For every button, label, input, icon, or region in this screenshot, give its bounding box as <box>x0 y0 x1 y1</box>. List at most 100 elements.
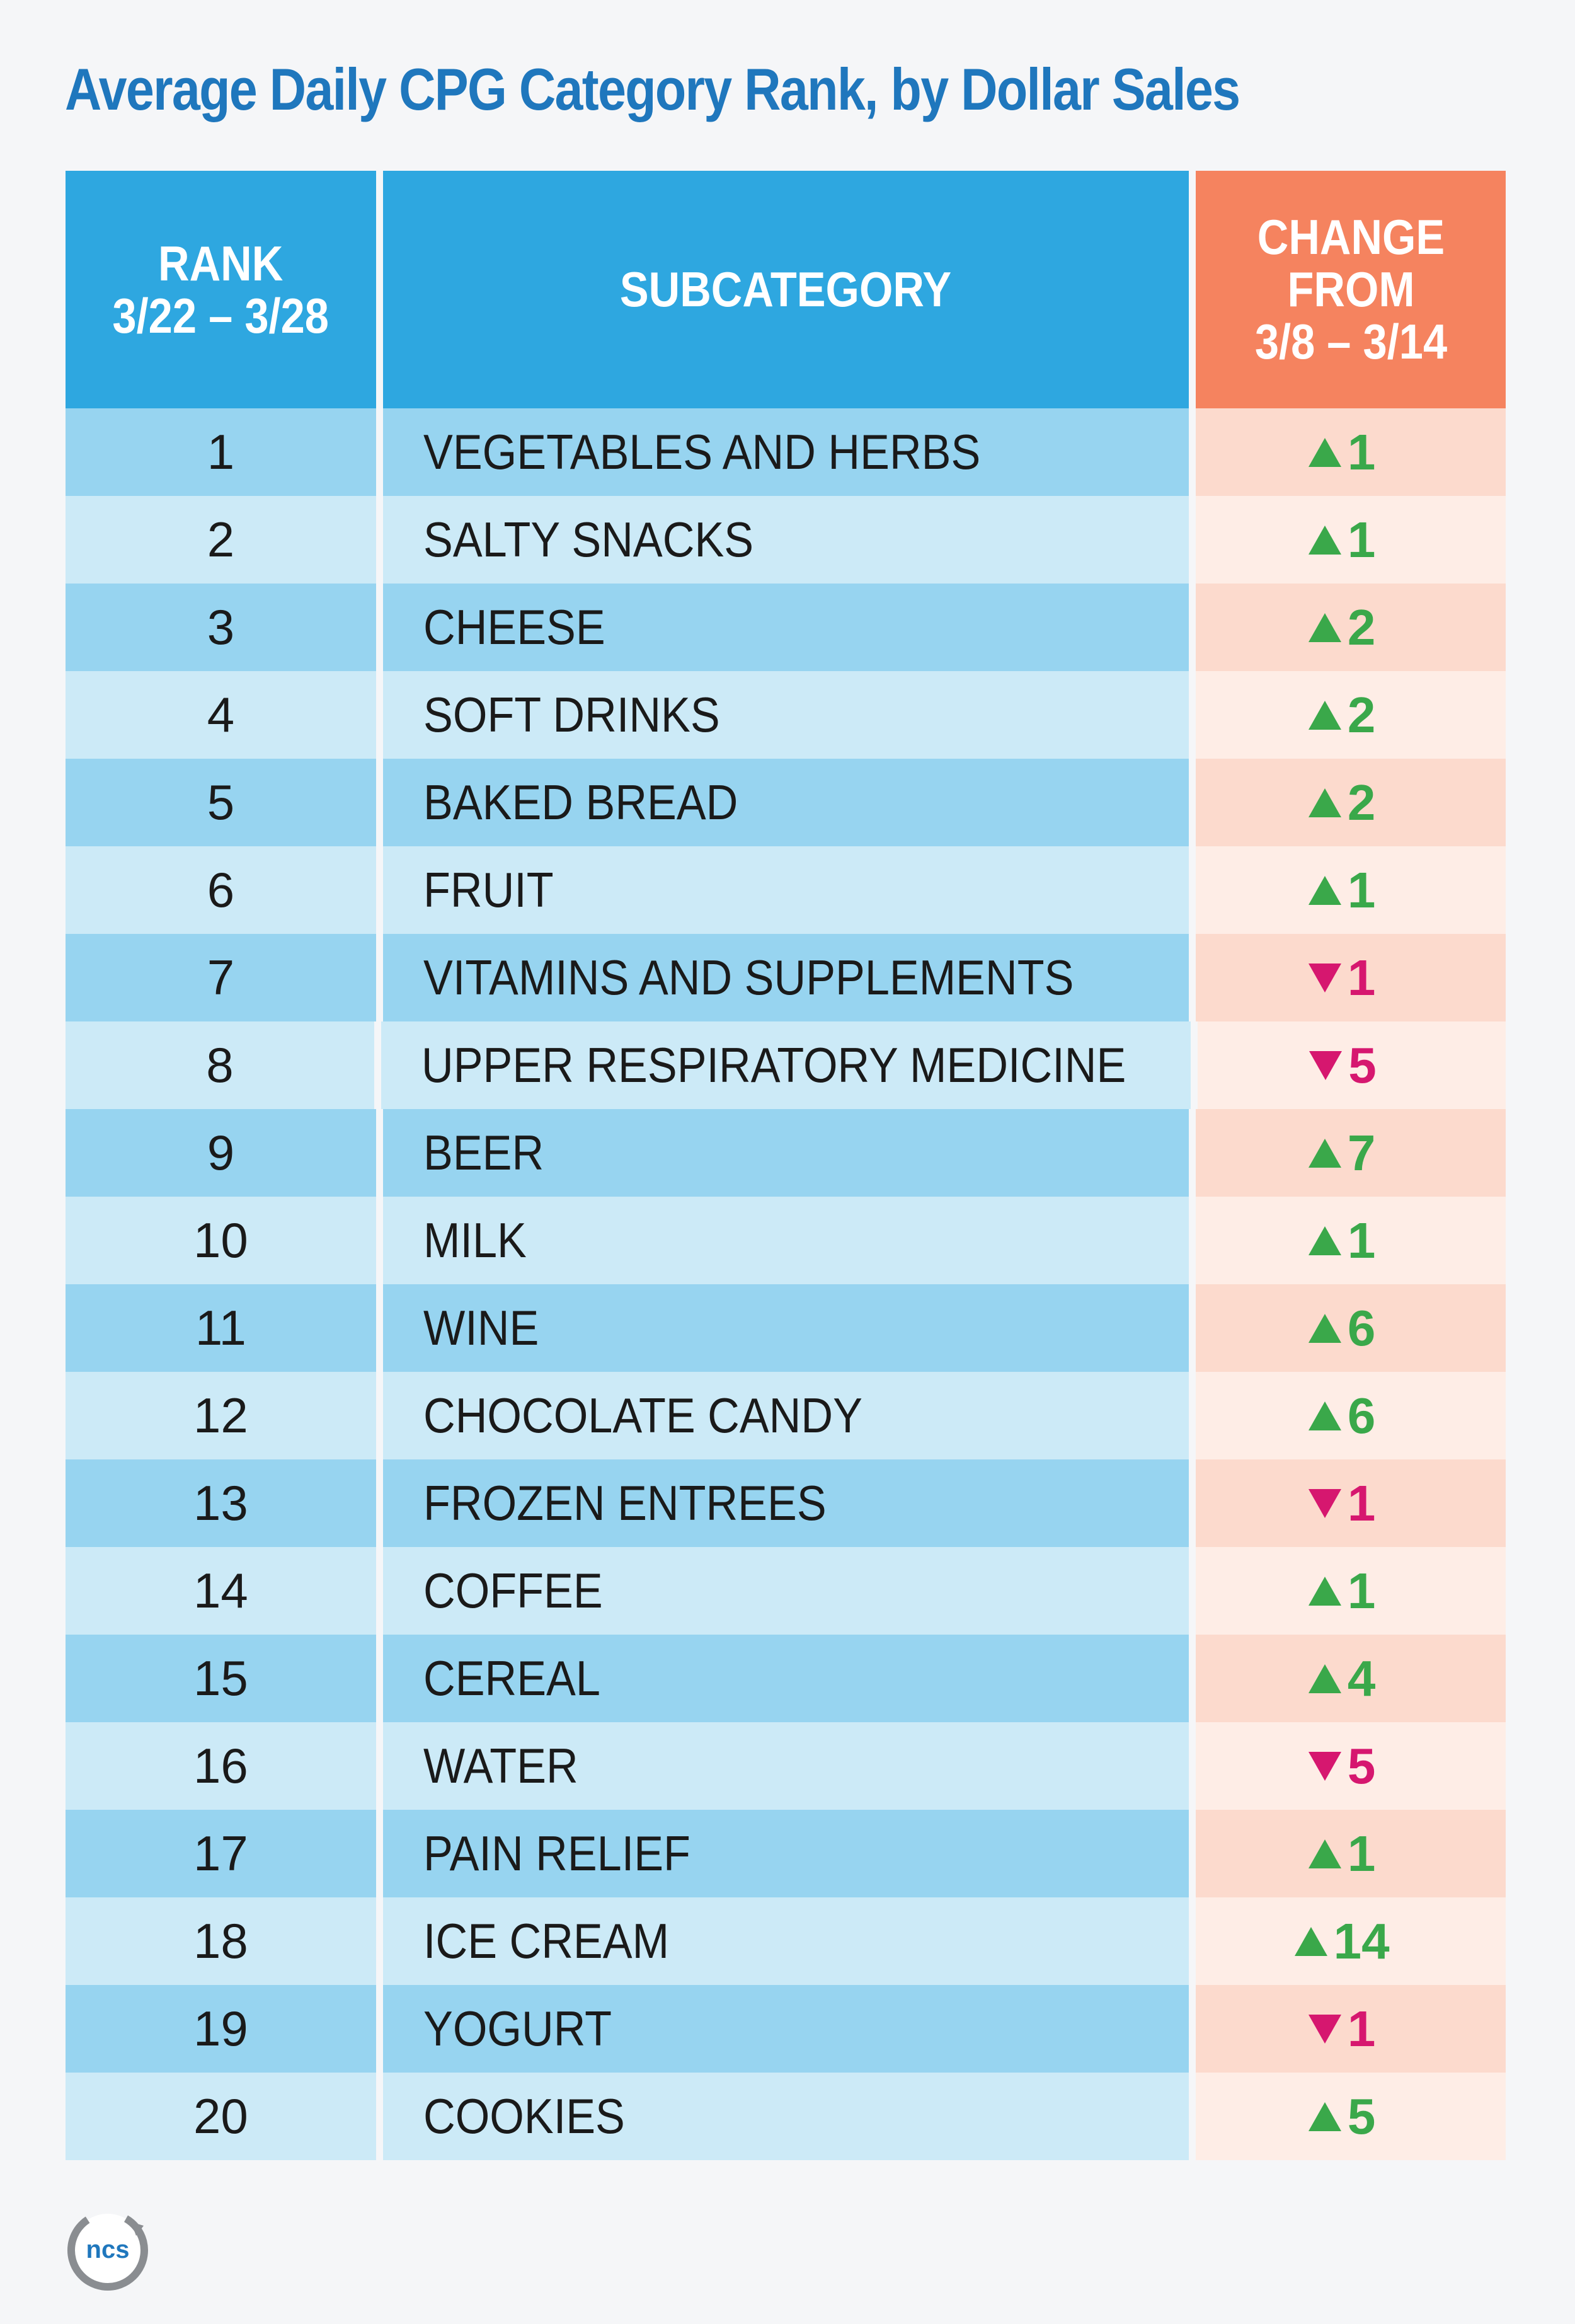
subcategory-label: SOFT DRINKS <box>423 687 720 742</box>
rank-cell: 9 <box>66 1109 376 1197</box>
table-row: 6 FRUIT 1 <box>66 846 1506 934</box>
up-arrow-icon <box>1308 700 1341 730</box>
up-arrow-icon <box>1294 1926 1327 1956</box>
change-value: 7 <box>1347 1124 1376 1181</box>
table-row: 1 VEGETABLES AND HERBS 1 <box>66 408 1506 496</box>
up-arrow-icon <box>1308 1401 1341 1430</box>
change-value: 5 <box>1347 1737 1376 1794</box>
down-arrow-icon <box>1309 1050 1343 1080</box>
table-row: 13 FROZEN ENTREES 1 <box>66 1459 1506 1547</box>
subcategory-cell: VEGETABLES AND HERBS <box>382 408 1189 496</box>
subcategory-cell: VITAMINS AND SUPPLEMENTS <box>382 934 1189 1021</box>
subcategory-label: CHEESE <box>423 599 605 655</box>
table-row: 14 COFFEE 1 <box>66 1547 1506 1635</box>
up-arrow-icon <box>1308 613 1341 642</box>
change-value: 1 <box>1347 861 1376 918</box>
table-row: 17 PAIN RELIEF 1 <box>66 1810 1506 1897</box>
change-value: 4 <box>1347 1650 1376 1706</box>
table-row: 2 SALTY SNACKS 1 <box>66 496 1506 584</box>
subcategory-cell: MILK <box>382 1197 1189 1284</box>
subcategory-cell: CHEESE <box>382 584 1189 671</box>
change-cell: 6 <box>1196 1284 1506 1372</box>
chart-title: Average Daily CPG Category Rank, by Doll… <box>65 56 1240 122</box>
subcategory-cell: WINE <box>382 1284 1189 1372</box>
down-arrow-icon <box>1308 1751 1341 1781</box>
rank-cell: 2 <box>66 496 376 584</box>
change-value: 1 <box>1347 511 1376 568</box>
change-cell: 1 <box>1196 496 1506 584</box>
rank-cell: 16 <box>66 1722 376 1810</box>
rank-cell: 10 <box>66 1197 376 1284</box>
subcategory-label: CEREAL <box>423 1650 600 1706</box>
up-arrow-icon <box>1308 875 1341 905</box>
logo-text: ncs <box>86 2236 130 2264</box>
change-value: 1 <box>1347 1475 1376 1531</box>
rank-cell: 13 <box>66 1459 376 1547</box>
table-header-row: RANK 3/22 – 3/28 SUBCATEGORY CHANGE FROM… <box>66 171 1506 408</box>
change-cell: 1 <box>1196 934 1506 1021</box>
subcategory-label: COFFEE <box>423 1563 603 1618</box>
rank-cell: 3 <box>66 584 376 671</box>
change-cell: 1 <box>1196 1547 1506 1635</box>
subcategory-cell: PAIN RELIEF <box>382 1810 1189 1897</box>
subcategory-cell: SOFT DRINKS <box>382 671 1189 759</box>
subcategory-label: VEGETABLES AND HERBS <box>423 424 981 480</box>
subcategory-cell: ICE CREAM <box>382 1897 1189 1985</box>
rank-cell: 20 <box>66 2073 376 2160</box>
subcategory-cell: COFFEE <box>382 1547 1189 1635</box>
subcategory-label: CHOCOLATE CANDY <box>423 1388 862 1443</box>
subcategory-label: ICE CREAM <box>423 1913 669 1969</box>
change-value: 1 <box>1347 2000 1376 2057</box>
header-change: CHANGE FROM 3/8 – 3/14 <box>1196 171 1506 408</box>
rank-cell: 1 <box>66 408 376 496</box>
change-cell: 2 <box>1196 759 1506 846</box>
rank-cell: 11 <box>66 1284 376 1372</box>
change-value: 2 <box>1347 686 1376 743</box>
change-cell: 2 <box>1196 671 1506 759</box>
ncs-logo-icon: ncs <box>67 2210 148 2291</box>
rank-cell: 4 <box>66 671 376 759</box>
up-arrow-icon <box>1308 1138 1341 1168</box>
rank-cell: 14 <box>66 1547 376 1635</box>
table-row: 16 WATER 5 <box>66 1722 1506 1810</box>
down-arrow-icon <box>1308 2014 1341 2044</box>
table-row: 8 UPPER RESPIRATORY MEDICINE 5 <box>66 1021 1506 1109</box>
subcategory-cell: WATER <box>382 1722 1189 1810</box>
table-row: 12 CHOCOLATE CANDY 6 <box>66 1372 1506 1459</box>
change-cell: 2 <box>1196 584 1506 671</box>
ranking-table: RANK 3/22 – 3/28 SUBCATEGORY CHANGE FROM… <box>66 171 1506 2160</box>
subcategory-cell: BEER <box>382 1109 1189 1197</box>
subcategory-label: YOGURT <box>423 2001 612 2056</box>
up-arrow-icon <box>1308 788 1341 817</box>
rank-cell: 12 <box>66 1372 376 1459</box>
down-arrow-icon <box>1308 963 1341 992</box>
up-arrow-icon <box>1308 525 1341 555</box>
header-change-label: CHANGE FROM 3/8 – 3/14 <box>1254 209 1447 369</box>
rank-cell: 17 <box>66 1810 376 1897</box>
change-cell: 4 <box>1196 1635 1506 1722</box>
down-arrow-icon <box>1308 1488 1341 1518</box>
subcategory-label: WATER <box>423 1738 578 1793</box>
change-cell: 14 <box>1196 1897 1506 1985</box>
change-cell: 1 <box>1196 1810 1506 1897</box>
change-value: 6 <box>1347 1299 1376 1356</box>
change-value: 5 <box>1347 2088 1376 2144</box>
change-value: 1 <box>1347 423 1376 480</box>
up-arrow-icon <box>1308 1839 1341 1868</box>
subcategory-label: MILK <box>423 1212 527 1268</box>
table-row: 4 SOFT DRINKS 2 <box>66 671 1506 759</box>
table-row: 20 COOKIES 5 <box>66 2073 1506 2160</box>
change-value: 2 <box>1347 599 1376 655</box>
rank-cell: 18 <box>66 1897 376 1985</box>
table-row: 7 VITAMINS AND SUPPLEMENTS 1 <box>66 934 1506 1021</box>
change-cell: 6 <box>1196 1372 1506 1459</box>
up-arrow-icon <box>1308 437 1341 467</box>
change-cell: 1 <box>1196 1197 1506 1284</box>
subcategory-cell: UPPER RESPIRATORY MEDICINE <box>381 1021 1191 1109</box>
table-row: 3 CHEESE 2 <box>66 584 1506 671</box>
subcategory-label: WINE <box>423 1300 539 1355</box>
table-body: 1 VEGETABLES AND HERBS 1 2 SALTY SNACKS 1 3 CHE… <box>66 408 1506 2160</box>
change-value: 6 <box>1347 1387 1376 1444</box>
up-arrow-icon <box>1308 2102 1341 2131</box>
table-row: 10 MILK 1 <box>66 1197 1506 1284</box>
